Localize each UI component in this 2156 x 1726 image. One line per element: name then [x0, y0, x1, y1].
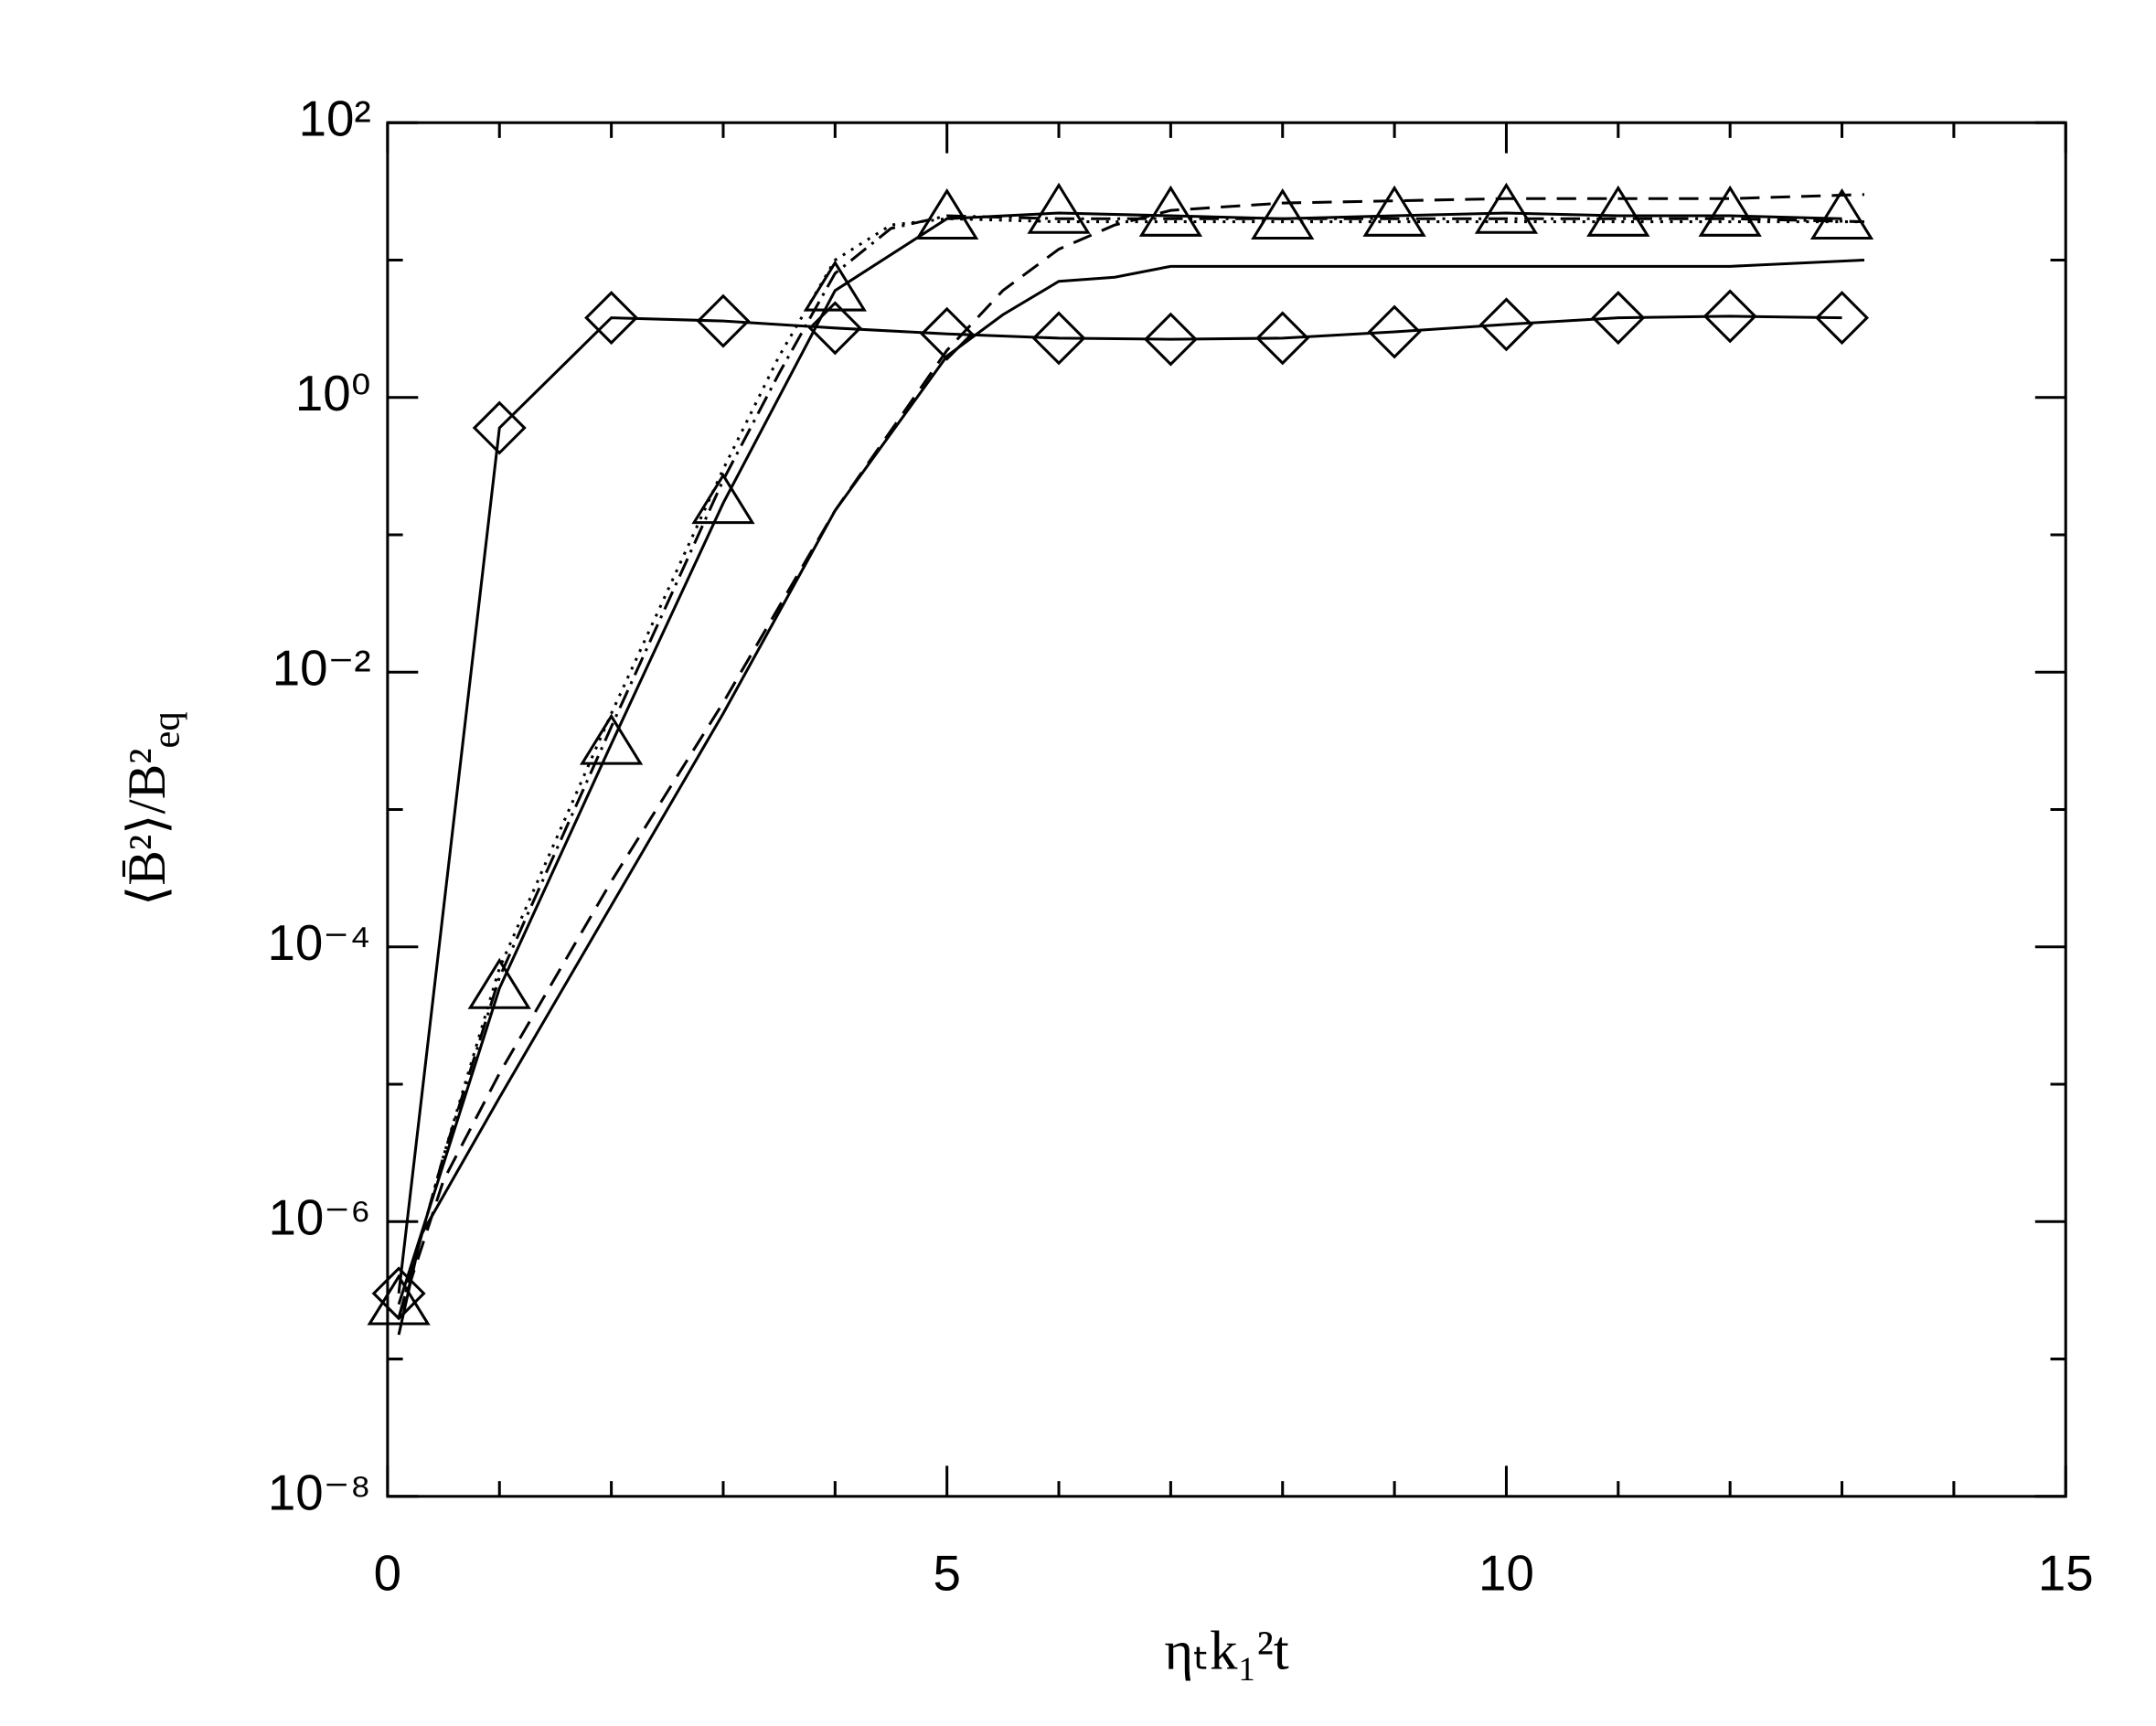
- diamond-marker: [1702, 289, 1757, 344]
- y-tick-label: 10²: [299, 91, 371, 147]
- diamond-marker: [1143, 312, 1198, 367]
- x-tick-label: 10: [1478, 1544, 1534, 1601]
- diamond-marker: [1591, 291, 1646, 346]
- series-line: [397, 211, 1842, 1305]
- x-tick-label: 0: [374, 1544, 401, 1601]
- triangle-marker: [1474, 182, 1539, 234]
- y-axis-label-sub: eq: [144, 711, 187, 748]
- y-tick-label: 10⁻⁸: [268, 1464, 371, 1520]
- triangle-marker: [579, 713, 644, 765]
- triangle-marker: [691, 473, 755, 525]
- triangle-marker: [1586, 185, 1650, 237]
- series-line: [397, 258, 1865, 1336]
- diamond-marker: [920, 306, 975, 361]
- diamond-marker: [371, 1266, 426, 1321]
- triangle-marker: [467, 957, 531, 1009]
- triangle-marker: [915, 187, 979, 240]
- triangle-marker: [1027, 182, 1091, 234]
- diamond-marker: [1255, 311, 1310, 366]
- y-tick-label: 10⁰: [295, 365, 371, 421]
- diamond-marker: [1815, 291, 1870, 346]
- y-tick-label: 10⁻⁶: [268, 1189, 370, 1246]
- diamond-marker: [696, 293, 751, 348]
- diamond-marker: [1478, 297, 1533, 352]
- y-tick-label: 10⁻⁴: [267, 914, 370, 971]
- plot-frame: [386, 121, 2067, 1498]
- triangle-marker: [1138, 185, 1203, 237]
- triangle-marker: [1809, 187, 1874, 240]
- diamond-marker: [1367, 304, 1422, 359]
- y-tick-label: 10⁻²: [272, 640, 371, 697]
- series-line: [397, 314, 1842, 1294]
- triangle-marker: [803, 260, 867, 312]
- triangle-marker: [1362, 185, 1426, 237]
- triangle-marker: [1251, 187, 1315, 240]
- y-axis-label-main: ⟨B̄²⟩/B²: [119, 748, 176, 906]
- x-axis-label: ηₜk₁²t: [1164, 1620, 1288, 1681]
- diamond-marker: [472, 400, 527, 455]
- diamond-marker: [1031, 311, 1086, 366]
- series-line: [397, 217, 1865, 1318]
- triangle-marker: [367, 1273, 431, 1326]
- y-axis-label: ⟨B̄²⟩/B²eq: [119, 711, 187, 906]
- diamond-marker: [584, 291, 639, 346]
- triangle-marker: [1698, 185, 1762, 237]
- series-line: [397, 193, 1865, 1318]
- series-line: [397, 214, 1865, 1318]
- x-tick-label: 5: [933, 1544, 960, 1601]
- x-tick-label: 15: [2038, 1544, 2094, 1601]
